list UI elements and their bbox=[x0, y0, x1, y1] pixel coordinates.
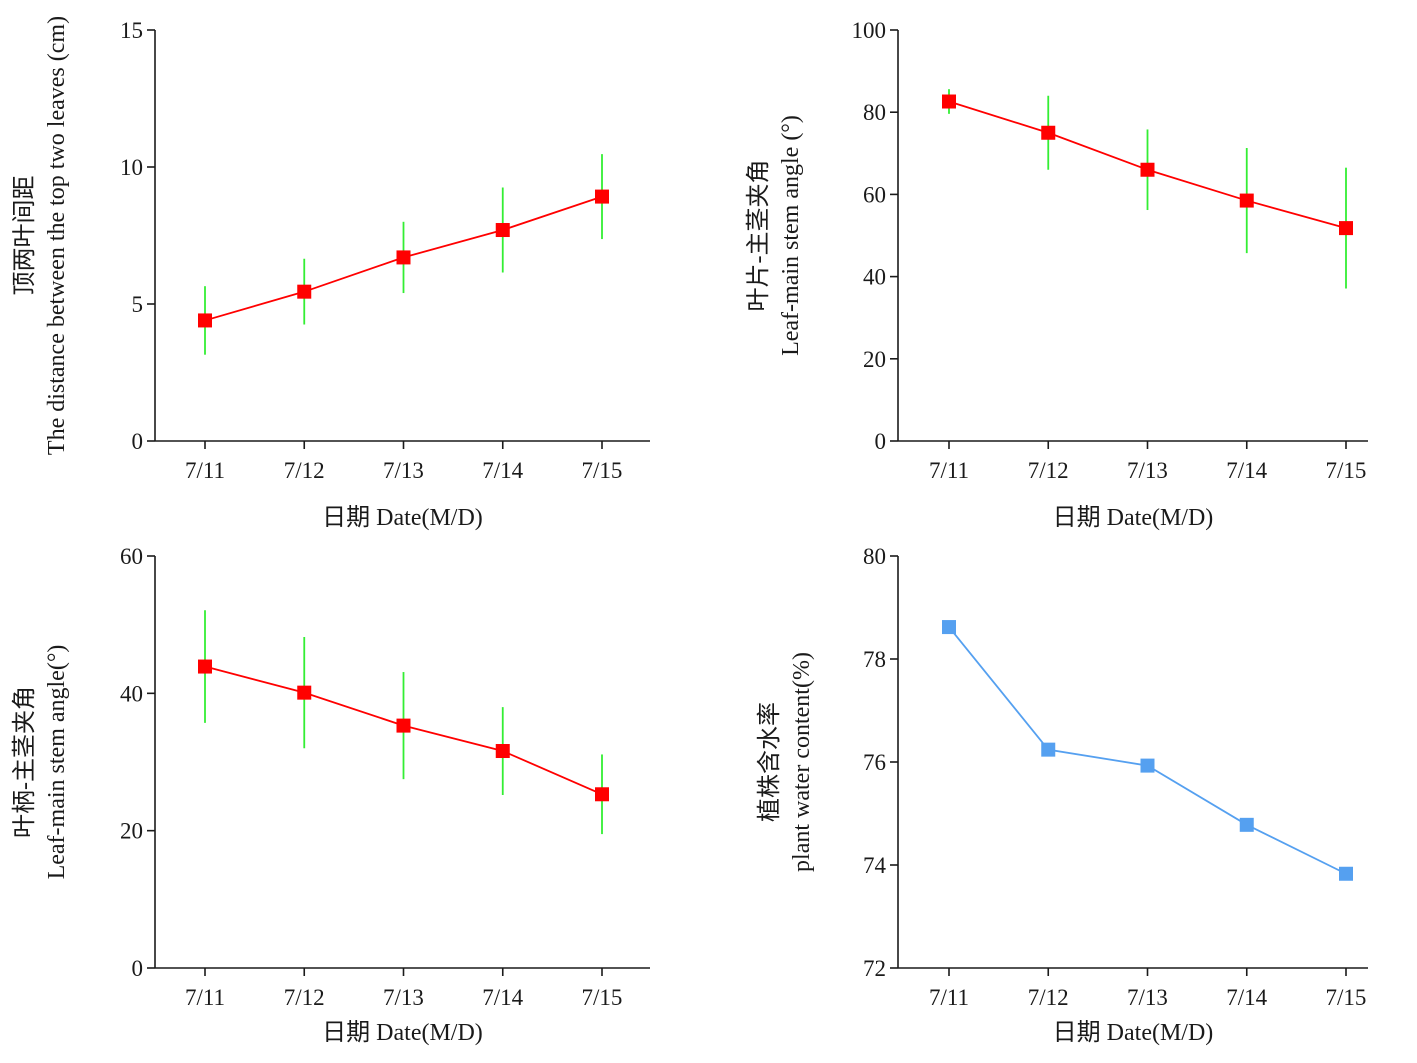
chart-3-x-tick-label: 7/15 bbox=[582, 985, 623, 1010]
chart-1-y-tick-label: 10 bbox=[120, 155, 143, 180]
chart-4-y-axis-label-line-2: plant water content(%) bbox=[789, 652, 815, 872]
chart-3-y-tick-label: 40 bbox=[120, 681, 143, 706]
chart-3-x-tick-label: 7/14 bbox=[482, 985, 523, 1010]
chart-1-x-tick-label: 7/11 bbox=[185, 458, 225, 483]
chart-3-y-tick-label: 0 bbox=[132, 956, 144, 981]
chart-2-y-tick-label: 20 bbox=[863, 347, 886, 372]
chart-3-data-point bbox=[595, 787, 609, 802]
chart-2-y-tick-label: 80 bbox=[863, 100, 886, 125]
chart-3-x-tick-label: 7/13 bbox=[383, 985, 424, 1010]
chart-3-x-tick-label: 7/12 bbox=[284, 985, 325, 1010]
chart-4-x-tick-label: 7/14 bbox=[1226, 985, 1267, 1010]
chart-4-data-point bbox=[1140, 758, 1155, 773]
chart-4-x-tick-label: 7/11 bbox=[929, 985, 969, 1010]
chart-4-data-point bbox=[1041, 742, 1056, 757]
chart-4-y-tick-label: 76 bbox=[863, 750, 886, 775]
chart-3-y-axis-label-line-2: Leaf-main stem angle(°) bbox=[44, 645, 70, 880]
chart-4-x-tick-label: 7/12 bbox=[1028, 985, 1069, 1010]
chart-1-data-point bbox=[396, 250, 411, 265]
chart-2-y-tick-label: 60 bbox=[863, 182, 886, 207]
chart-2-x-tick-label: 7/12 bbox=[1028, 458, 1069, 483]
chart-3-data-point bbox=[495, 744, 510, 759]
chart-1-data-point bbox=[495, 223, 510, 238]
chart-3-data-point bbox=[297, 685, 312, 700]
chart-1-y-axis-label-line-2: The distance between the top two leaves … bbox=[44, 16, 70, 455]
chart-2-y-tick-label: 100 bbox=[852, 18, 887, 43]
chart-2-y-axis-label-line-2: Leaf-main stem angle (°) bbox=[778, 115, 804, 356]
chart-4-y-tick-label: 72 bbox=[863, 956, 886, 981]
chart-4-y-tick-label: 78 bbox=[863, 647, 886, 672]
chart-2-data-point bbox=[942, 94, 956, 109]
chart-4-data-point bbox=[1339, 866, 1353, 881]
chart-1-data-point bbox=[595, 189, 609, 204]
chart-3-data-point bbox=[198, 659, 212, 674]
chart-4-y-axis-label-line-1: 植株含水率 bbox=[756, 702, 783, 822]
chart-2-data-point bbox=[1239, 193, 1254, 208]
chart-3: 0 20 40 60 7/11 7/12 7/13 7/14 7/15 日期 Date(M/D) 叶… bbox=[11, 544, 650, 1046]
chart-4-series-line bbox=[948, 626, 1347, 875]
chart-2-x-tick-label: 7/14 bbox=[1226, 458, 1267, 483]
chart-3-x-tick-label: 7/11 bbox=[185, 985, 225, 1010]
chart-1-data-point bbox=[297, 284, 312, 299]
chart-4-data-point bbox=[1239, 817, 1254, 832]
chart-1-y-tick-label: 5 bbox=[132, 292, 144, 317]
chart-3-y-tick-label: 20 bbox=[120, 819, 143, 844]
chart-4-y-tick-label: 74 bbox=[863, 853, 887, 878]
chart-2-x-tick-label: 7/11 bbox=[929, 458, 969, 483]
chart-4-x-tick-label: 7/15 bbox=[1326, 985, 1367, 1010]
chart-2-y-axis-label-line-1: 叶片-主茎夹角 bbox=[745, 160, 772, 312]
chart-1: 0 5 10 15 7/11 7/12 7/13 7/14 7/15 日期 Date(M/D) 顶两… bbox=[11, 16, 650, 531]
chart-1-x-tick-label: 7/14 bbox=[482, 458, 523, 483]
chart-3-data-point bbox=[396, 718, 411, 733]
chart-1-data-point bbox=[198, 313, 212, 328]
chart-2: 0 20 40 60 80 100 7/11 7/12 7/13 7/14 7/15 日期 Date(… bbox=[745, 18, 1368, 531]
chart-4: 72 74 76 78 80 7/11 7/12 7/13 7/14 7/15 日期 Date(M/… bbox=[756, 544, 1368, 1046]
chart-3-x-axis-label: 日期 Date(M/D) bbox=[322, 1020, 483, 1046]
chart-4-x-axis-label: 日期 Date(M/D) bbox=[1053, 1020, 1214, 1046]
chart-1-x-tick-label: 7/15 bbox=[582, 458, 623, 483]
chart-3-y-tick-label: 60 bbox=[120, 544, 143, 569]
chart-1-y-axis-label-line-1: 顶两叶间距 bbox=[11, 176, 38, 296]
chart-2-data-point bbox=[1041, 125, 1056, 140]
chart-2-data-point bbox=[1140, 162, 1155, 177]
chart-4-y-tick-label: 80 bbox=[863, 544, 886, 569]
chart-4-data-point bbox=[942, 620, 956, 635]
chart-1-x-tick-label: 7/13 bbox=[383, 458, 424, 483]
chart-2-x-tick-label: 7/13 bbox=[1127, 458, 1168, 483]
chart-2-x-axis-label: 日期 Date(M/D) bbox=[1053, 505, 1214, 531]
chart-1-y-tick-label: 0 bbox=[132, 429, 144, 454]
chart-1-x-tick-label: 7/12 bbox=[284, 458, 325, 483]
chart-2-data-point bbox=[1339, 221, 1353, 236]
chart-2-y-tick-label: 40 bbox=[863, 265, 886, 290]
chart-3-y-axis-label-line-1: 叶柄-主茎夹角 bbox=[11, 686, 38, 838]
chart-1-x-axis-label: 日期 Date(M/D) bbox=[322, 505, 483, 531]
chart-2-x-tick-label: 7/15 bbox=[1326, 458, 1367, 483]
chart-4-x-tick-label: 7/13 bbox=[1127, 985, 1168, 1010]
chart-2-y-tick-label: 0 bbox=[875, 429, 887, 454]
chart-1-y-tick-label: 15 bbox=[120, 18, 143, 43]
